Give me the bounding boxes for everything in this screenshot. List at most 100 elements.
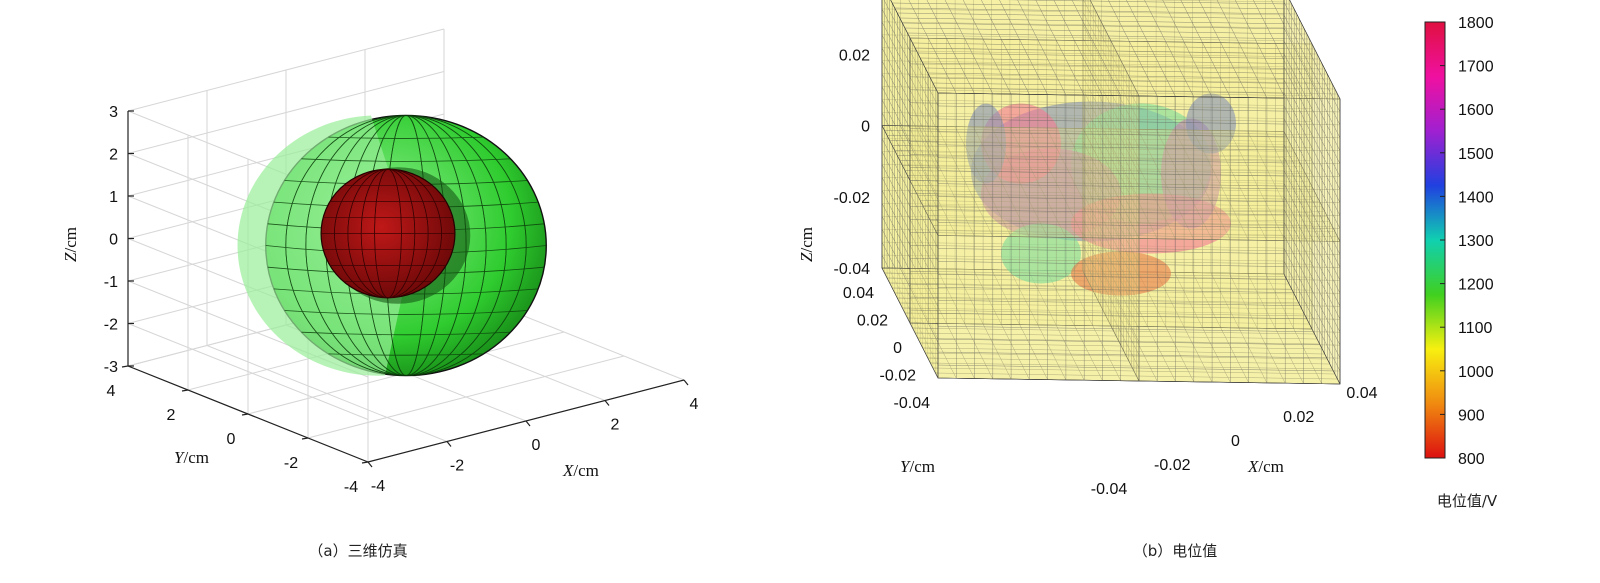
colorbar-tick-label: 1300 (1458, 233, 1494, 250)
x-tick-label: 4 (690, 396, 699, 413)
mesh-line (909, 76, 1313, 84)
mid-y-slice-mesh (909, 37, 1313, 330)
mesh-line (937, 131, 1341, 139)
colorbar-ticks: 800 900 1000 1100 1200 1300 1400 1500 1600 1700 18… (1440, 15, 1494, 468)
mesh-line (937, 92, 1341, 100)
grid-line (307, 355, 625, 439)
mesh-line (1289, 0, 1341, 100)
colorbar-tick-label: 1800 (1458, 15, 1494, 32)
colorbar-tick-label: 900 (1458, 407, 1485, 424)
y-tick-label: -2 (284, 455, 298, 472)
grid-line (127, 28, 445, 112)
ellipsoid-parallel (301, 158, 511, 162)
mesh-line (1198, 0, 1249, 98)
mesh-line (909, 141, 1313, 148)
right-slice-mesh (1283, 0, 1341, 385)
mid-x-slice-mesh (1082, 0, 1140, 382)
ellipsoid-parallel (301, 331, 511, 336)
mesh-line (1234, 0, 1286, 99)
mesh-line (1283, 40, 1341, 151)
x-tick-label: 0 (532, 437, 541, 454)
mesh-line (909, 154, 1313, 161)
potential-region (1001, 223, 1081, 284)
y-tick-label: 0 (893, 340, 902, 357)
chart-b-z-axis-label: Z/cm (797, 227, 816, 262)
chart-b-tick-labels: -0.04 -0.02 0 0.02 0.04 -0.04 -0.02 0 0.02 0.04 -0… (834, 47, 1378, 498)
chart-a-y-axis-label: Y/cm (174, 448, 209, 467)
x-tick-label: 0.04 (1346, 385, 1377, 402)
mesh-line (909, 167, 1313, 174)
mesh-line (909, 180, 1313, 187)
colorbar-tick-label: 800 (1458, 451, 1485, 468)
y-tick-label: 2 (167, 407, 176, 424)
x-tick-mark (367, 461, 373, 468)
mesh-line (1006, 0, 1292, 5)
mesh-line (1283, 14, 1341, 126)
colorbar-tick-label: 1200 (1458, 277, 1494, 294)
y-tick-label: -0.04 (894, 395, 931, 412)
y-tick-mark (301, 437, 309, 440)
z-tick-label: 1 (109, 189, 118, 206)
ellipsoid-parallel (328, 353, 484, 356)
ellipsoid-parallel (328, 136, 484, 139)
z-tick-label: 3 (109, 104, 118, 121)
colorbar-tick-label: 1100 (1458, 320, 1493, 337)
x-tick-label: 2 (611, 417, 620, 434)
x-tick-label: -0.04 (1091, 481, 1128, 498)
mesh-line (909, 128, 1313, 135)
x-tick-label: -0.02 (1154, 457, 1191, 474)
colorbar: 800 900 1000 1100 1200 1300 1400 1500 1600 1700 18… (1424, 15, 1498, 510)
mesh-line (909, 115, 1313, 122)
y-tick-label: 0.02 (857, 313, 888, 330)
y-tick-mark (181, 389, 189, 392)
mesh-line (1283, 79, 1341, 190)
x-tick-mark (683, 379, 689, 386)
chart-a-x-axis-label: X/cm (562, 461, 599, 480)
mesh-line (909, 89, 1313, 97)
colorbar-label: 电位值/V (1437, 492, 1498, 510)
chart-b-x-axis-label: X/cm (1247, 457, 1284, 476)
z-tick-label: 2 (109, 147, 118, 164)
ellipsoid-parallel (284, 310, 528, 315)
mesh-line (1136, 0, 1285, 3)
chart-a-z-axis-label: Z/cm (61, 227, 80, 262)
mesh-line (909, 102, 1313, 110)
z-tick-label: 0.02 (839, 47, 870, 64)
mesh-line (937, 222, 1341, 229)
mesh-line (1126, 0, 1176, 97)
y-tick-label: -0.02 (880, 368, 917, 385)
z-tick-label: -1 (104, 274, 118, 291)
colorbar-tick-label: 1400 (1458, 189, 1494, 206)
colorbar-tick-label: 1600 (1458, 102, 1494, 119)
colorbar-tick-label: 1700 (1458, 59, 1494, 76)
mesh-line (937, 209, 1341, 216)
grid-line (127, 71, 445, 154)
potential-region (966, 103, 1006, 184)
z-tick-label: -0.04 (834, 261, 871, 278)
y-tick-mark (241, 413, 249, 416)
z-tick-label: -3 (104, 359, 118, 376)
chart-a-caption: （a）三维仿真 (308, 542, 407, 560)
mesh-line (904, 27, 1307, 35)
potential-region (1186, 93, 1236, 154)
mesh-line (1283, 53, 1341, 164)
chart-b-y-axis-label: Y/cm (900, 457, 935, 476)
x-tick-mark (446, 441, 452, 447)
mesh-line (1107, 0, 1158, 97)
grid-line (127, 323, 369, 420)
mesh-line (1283, 105, 1341, 216)
mesh-line (897, 12, 1300, 20)
mesh-line (899, 17, 1302, 25)
x-tick-label: 0 (1231, 433, 1240, 450)
chart-b-slice-volume (881, 0, 1341, 385)
top-slice-face (890, 0, 1341, 100)
mesh-line (902, 22, 1305, 30)
mesh-line (937, 144, 1341, 152)
z-tick-label: 0 (861, 119, 870, 136)
mesh-line (937, 183, 1341, 190)
chart-a-axes-box (121, 110, 689, 468)
mesh-line (937, 105, 1341, 113)
chart-a-surfaces (237, 114, 547, 377)
z-tick-label: -0.02 (834, 190, 871, 207)
